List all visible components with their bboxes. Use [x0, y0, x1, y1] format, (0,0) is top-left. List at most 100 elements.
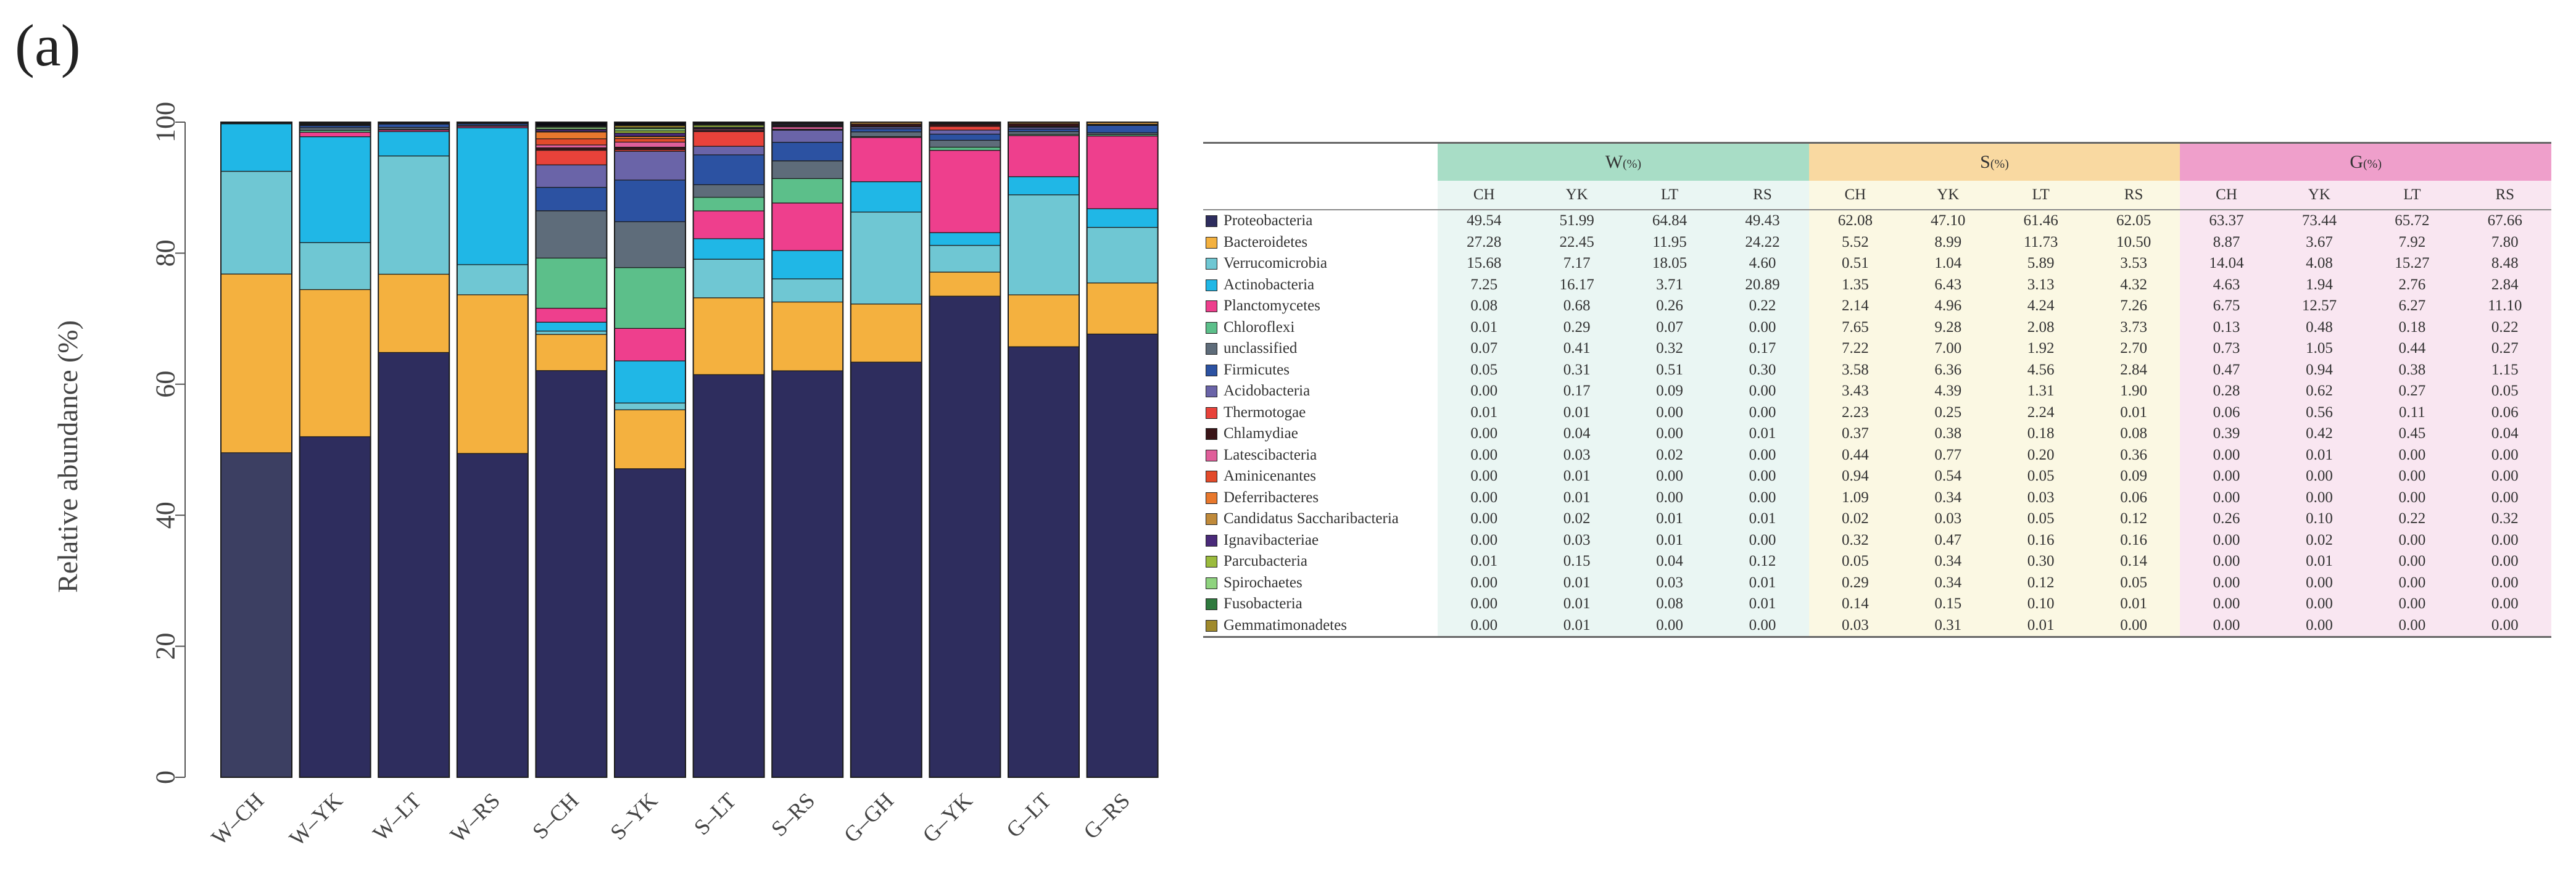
phylum-name: Candidatus Saccharibacteria	[1224, 510, 1399, 527]
value-cell: 0.00	[1623, 423, 1717, 445]
value-cell: 24.22	[1716, 231, 1809, 253]
value-cell: 0.00	[2366, 466, 2459, 487]
bar-segment	[614, 468, 686, 778]
value-cell: 3.13	[1994, 274, 2087, 295]
value-cell: 0.31	[1902, 614, 1995, 638]
phylum-name: Thermotogae	[1224, 403, 1306, 421]
bar-stack	[456, 122, 529, 778]
bar-segment	[771, 250, 843, 279]
phylum-cell: Thermotogae	[1203, 402, 1438, 424]
table-group-header-row: W(%) S(%) G(%)	[1203, 142, 2551, 181]
value-cell: 0.00	[1438, 508, 1531, 530]
value-cell: 0.44	[1808, 444, 1902, 466]
bar-segment	[692, 131, 765, 147]
table-row: Deferribacteres 0.00 0.01 0.00 0.00 1.09 0.34 0…	[1203, 487, 2551, 508]
bar-segment	[614, 328, 686, 361]
value-cell: 0.12	[2087, 508, 2180, 530]
value-cell: 0.34	[1902, 551, 1995, 572]
value-cell: 49.43	[1716, 210, 1809, 232]
value-cell: 0.94	[1808, 466, 1902, 487]
value-cell: 0.00	[2272, 487, 2366, 508]
value-cell: 0.00	[2458, 529, 2551, 551]
bar-segment	[299, 131, 371, 138]
bar-stack	[771, 122, 844, 778]
phylum-name: Verrucomicrobia	[1224, 255, 1327, 272]
legend-swatch	[1206, 386, 1217, 398]
table-column-header: LT	[2366, 181, 2459, 210]
bar-segment	[929, 232, 1001, 246]
value-cell: 0.01	[2272, 551, 2366, 572]
value-cell: 16.17	[1530, 274, 1623, 295]
value-cell: 0.00	[2180, 487, 2273, 508]
y-axis: 0 20 40 60 80 100	[151, 102, 186, 784]
value-cell: 0.02	[1623, 444, 1717, 466]
bar-outline	[1086, 122, 1159, 778]
value-cell: 1.94	[2272, 274, 2366, 295]
table-row: Verrucomicrobia 15.68 7.17 18.05 4.60 0.51 1.0…	[1203, 253, 2551, 275]
bar-segment	[692, 258, 765, 299]
value-cell: 0.32	[1808, 529, 1902, 551]
value-cell: 1.35	[1808, 274, 1902, 295]
table-column-header: YK	[1530, 181, 1623, 210]
bar-segment	[1008, 128, 1080, 132]
value-cell: 0.01	[1716, 572, 1809, 593]
bar-segment	[614, 360, 686, 403]
value-cell: 2.70	[2087, 338, 2180, 360]
phylum-name: Acidobacteria	[1224, 382, 1311, 400]
table-column-header: RS	[2458, 181, 2551, 210]
value-cell: 1.09	[1808, 487, 1902, 508]
x-category-label: W–YK	[284, 788, 347, 851]
value-cell: 0.00	[2458, 551, 2551, 572]
value-cell: 0.06	[2087, 487, 2180, 508]
value-cell: 0.38	[2366, 359, 2459, 381]
group-w-unit: (%)	[1623, 157, 1641, 171]
value-cell: 0.48	[2272, 316, 2366, 338]
value-cell: 0.41	[1530, 338, 1623, 360]
bar-segment	[535, 164, 608, 188]
value-cell: 0.01	[2087, 593, 2180, 615]
bar-segment	[929, 295, 1001, 778]
bar-outline	[850, 122, 922, 778]
value-cell: 0.00	[2458, 444, 2551, 466]
table-row: unclassified 0.07 0.41 0.32 0.17 7.22 7.00 1.92…	[1203, 338, 2551, 360]
value-cell: 0.00	[2180, 444, 2273, 466]
value-cell: 0.01	[1530, 593, 1623, 615]
legend-swatch	[1206, 449, 1217, 461]
phylum-cell: Ignavibacteriae	[1203, 530, 1438, 551]
value-cell: 3.43	[1808, 381, 1902, 402]
value-cell: 0.00	[1438, 529, 1531, 551]
group-g-label: G	[2350, 152, 2363, 172]
value-cell: 0.56	[2272, 402, 2366, 423]
phylum-name: Gemmatimonadetes	[1224, 616, 1347, 634]
value-cell: 3.58	[1808, 359, 1902, 381]
value-cell: 0.08	[1438, 295, 1531, 317]
value-cell: 0.38	[1902, 423, 1995, 445]
value-cell: 0.18	[2366, 316, 2459, 338]
value-cell: 11.95	[1623, 231, 1717, 253]
value-cell: 0.07	[1438, 338, 1531, 360]
bar-segment	[850, 128, 922, 133]
phylum-name: Actinobacteria	[1224, 276, 1315, 293]
value-cell: 0.16	[1994, 529, 2087, 551]
bar-segment	[850, 304, 922, 363]
bar-segment	[692, 197, 765, 212]
bar-segment	[378, 273, 450, 353]
phylum-name: Ignavibacteriae	[1224, 531, 1319, 548]
phylum-name: Aminicenantes	[1224, 468, 1316, 485]
bar-stack	[378, 122, 450, 778]
bar-segment	[692, 238, 765, 260]
table-column-header-row: CH YK LT RS CH YK LT RS CH YK LT RS	[1203, 181, 2551, 210]
value-cell: 0.00	[2366, 551, 2459, 572]
bar-segment	[850, 131, 922, 138]
y-axis-label: Relative abundance (%)	[52, 320, 83, 593]
bar-segment	[771, 178, 843, 204]
bar-segment	[850, 212, 922, 305]
bar-segment	[614, 402, 686, 410]
bar-segment	[535, 257, 608, 309]
value-cell: 0.00	[2087, 614, 2180, 638]
bar-segment	[1086, 135, 1159, 209]
value-cell: 0.04	[2458, 423, 2551, 445]
value-cell: 0.00	[1623, 466, 1717, 487]
value-cell: 1.31	[1994, 381, 2087, 402]
value-cell: 0.68	[1530, 295, 1623, 317]
